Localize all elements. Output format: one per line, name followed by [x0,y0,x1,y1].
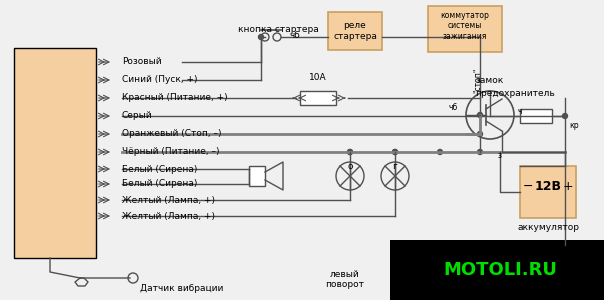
Bar [428,6,502,52]
Circle shape [347,149,353,154]
Text: Розовый: Розовый [122,58,162,67]
Text: правый
поворот: правый поворот [399,270,431,290]
Text: Красный (Питание, +): Красный (Питание, +) [122,94,228,103]
Circle shape [562,113,568,119]
Text: левый
поворот: левый поворот [326,270,364,290]
Text: аккумулятор: аккумулятор [517,223,579,232]
Circle shape [478,131,483,136]
Text: кр: кр [569,121,579,130]
Text: г: г [393,162,397,171]
Circle shape [478,149,483,154]
Bar [300,91,336,105]
Text: ч: ч [518,106,522,116]
Text: чб: чб [449,103,458,112]
Circle shape [437,149,443,154]
Text: коммутатор
системы
зажигания: коммутатор системы зажигания [440,11,489,41]
Text: Серый: Серый [122,112,153,121]
Bar [249,166,265,186]
Text: реле
стартера: реле стартера [333,21,377,41]
Text: Белый (Сирена): Белый (Сирена) [122,179,198,188]
Circle shape [393,149,397,154]
Text: Датчик вибрации: Датчик вибрации [140,284,223,293]
Text: 12В: 12В [535,179,562,193]
Text: "стоп": "стоп" [474,67,483,93]
Text: −: − [522,179,533,193]
Text: з: з [498,151,502,160]
Text: MOTOLI.RU: MOTOLI.RU [443,261,557,279]
Text: Синий (Пуск, +): Синий (Пуск, +) [122,76,198,85]
Bar [14,48,96,258]
Text: Чёрный (Питание, –): Чёрный (Питание, –) [122,148,219,157]
Text: замок: замок [476,76,504,85]
Text: о: о [347,162,353,171]
Bar [390,240,604,300]
Bar [328,12,382,50]
Circle shape [478,112,483,118]
Text: +: + [563,179,573,193]
Text: Оранжевый (Стоп, –): Оранжевый (Стоп, –) [122,130,222,139]
Text: предохранитель: предохранитель [475,89,555,98]
Text: кнопка стартера: кнопка стартера [237,25,318,34]
Bar [520,109,552,123]
Circle shape [259,34,263,40]
Circle shape [393,149,397,154]
Bar [520,166,576,218]
Text: чб: чб [289,31,300,40]
Text: 10A: 10A [309,73,327,82]
Text: Желтый (Лампа, +): Желтый (Лампа, +) [122,196,215,205]
Text: Белый (Сирена): Белый (Сирена) [122,164,198,173]
Circle shape [347,149,353,154]
Text: Желтый (Лампа, +): Желтый (Лампа, +) [122,212,215,220]
